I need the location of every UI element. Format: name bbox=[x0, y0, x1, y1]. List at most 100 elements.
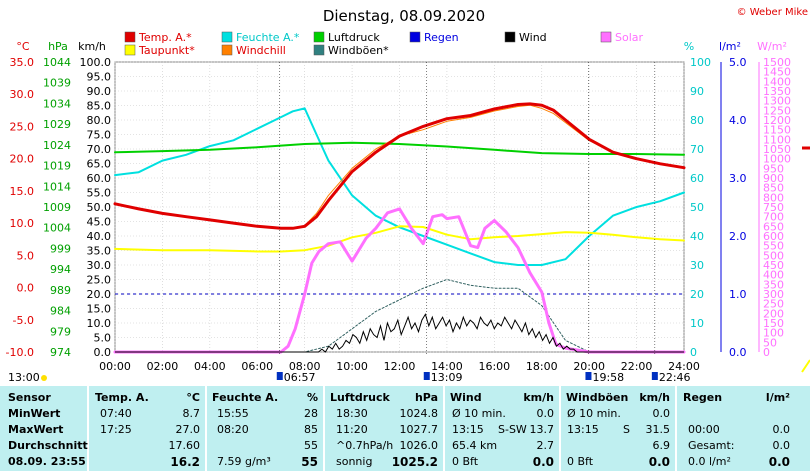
table-cell: 0.0 bbox=[772, 423, 791, 436]
temp-tick: 0.0 bbox=[17, 282, 35, 295]
solar-tick: 1150 bbox=[763, 124, 791, 137]
sun-marker-label: 13:09 bbox=[431, 371, 463, 384]
table-cell: 0.0 bbox=[768, 455, 790, 469]
pressure-tick: 989 bbox=[50, 284, 71, 297]
x-tick: 18:00 bbox=[526, 360, 558, 373]
solar-tick: 900 bbox=[763, 172, 784, 185]
legend-label: Regen bbox=[424, 31, 459, 44]
legend: Temp. A.* Feuchte A.* Luftdruck Regen Wind So… bbox=[124, 31, 644, 57]
wind-tick: 25.0 bbox=[87, 274, 112, 287]
table-cell: 08:20 bbox=[217, 423, 249, 436]
rain-tick: 1.0 bbox=[729, 288, 747, 301]
sun-marker-icon bbox=[423, 372, 430, 380]
wind-tick: 10.0 bbox=[87, 317, 112, 330]
table-cell: Windböen bbox=[566, 391, 629, 404]
table-cell: sonnig bbox=[336, 455, 373, 468]
table-cell: MaxWert bbox=[8, 423, 64, 436]
table-cell: Regen bbox=[683, 391, 723, 404]
weather-chart: Dienstag, 08.09.2020 © Weber Mike Temp. … bbox=[6, 7, 810, 384]
col-sep bbox=[87, 386, 89, 471]
table-cell: 0.0 bbox=[652, 407, 671, 420]
table-cell: 00:00 bbox=[688, 423, 720, 436]
table-cell: 55 bbox=[301, 455, 318, 469]
table-cell: 18:30 bbox=[336, 407, 368, 420]
humidity-tick: 0 bbox=[690, 346, 697, 359]
solar-tick: 1050 bbox=[763, 143, 791, 156]
solar-tick: 150 bbox=[763, 317, 784, 330]
legend-label: Taupunkt* bbox=[138, 44, 195, 57]
table-cell: 07:40 bbox=[100, 407, 132, 420]
sun-marker-icon bbox=[585, 372, 592, 380]
x-tick: 00:00 bbox=[99, 360, 131, 373]
solar-tick: 500 bbox=[763, 249, 784, 262]
wind-tick: 40.0 bbox=[87, 230, 112, 243]
table-cell: S-SW bbox=[498, 423, 527, 436]
x-tick: 10:00 bbox=[336, 360, 368, 373]
series-line-5 bbox=[113, 207, 686, 354]
table-cell: 55 bbox=[304, 439, 318, 452]
solar-tick: 650 bbox=[763, 220, 784, 233]
solar-tick: 250 bbox=[763, 298, 784, 311]
legend-label: Windchill bbox=[236, 44, 286, 57]
col-sep bbox=[205, 386, 207, 471]
solar-tick: 1500 bbox=[763, 56, 791, 69]
humidity-tick: 50 bbox=[690, 201, 704, 214]
pressure-tick: 1039 bbox=[43, 77, 71, 90]
pressure-tick: 1019 bbox=[43, 160, 71, 173]
legend-swatch bbox=[221, 31, 233, 43]
table-cell: 1024.8 bbox=[399, 407, 439, 420]
solar-tick: 1450 bbox=[763, 66, 791, 79]
rain-tick: 4.0 bbox=[729, 114, 747, 127]
sun-icon bbox=[41, 375, 47, 381]
sun-marker-label: 19:58 bbox=[592, 371, 624, 384]
legend-swatch bbox=[409, 31, 421, 43]
wind-tick: 95.0 bbox=[87, 71, 112, 84]
table-cell: 1026.0 bbox=[399, 439, 439, 452]
pressure-tick: 1009 bbox=[43, 201, 71, 214]
table-cell: 7.59 g/m³ bbox=[217, 455, 271, 468]
table-cell: 0.0 bbox=[772, 439, 791, 452]
table-cell: % bbox=[306, 391, 318, 404]
right-edge-temp-stub bbox=[801, 146, 810, 373]
wind-tick: 55.0 bbox=[87, 187, 112, 200]
humidity-tick: 70 bbox=[690, 143, 704, 156]
x-tick: 14:00 bbox=[431, 360, 463, 373]
table-cell: 13:15 bbox=[452, 423, 484, 436]
solar-tick: 1000 bbox=[763, 153, 791, 166]
solar-unit-label: W/m² bbox=[757, 40, 787, 53]
table-cell: l/m² bbox=[765, 391, 790, 404]
pressure-tick: 1014 bbox=[43, 180, 71, 193]
temp-tick: -5.0 bbox=[13, 314, 34, 327]
table-cell: °C bbox=[186, 391, 200, 404]
solar-tick: 800 bbox=[763, 191, 784, 204]
humidity-tick: 90 bbox=[690, 85, 704, 98]
col-sep bbox=[443, 386, 445, 471]
col-sep bbox=[323, 386, 325, 471]
table-cell: 0 Bft bbox=[567, 455, 594, 468]
x-tick: 20:00 bbox=[573, 360, 605, 373]
rain-tick: 5.0 bbox=[729, 56, 747, 69]
pressure-tick: 1044 bbox=[43, 56, 71, 69]
legend-swatch bbox=[600, 31, 612, 43]
solar-tick: 1250 bbox=[763, 104, 791, 117]
solar-tick: 550 bbox=[763, 240, 784, 253]
wind-tick: 90.0 bbox=[87, 85, 112, 98]
pressure-tick: 1029 bbox=[43, 118, 71, 131]
table-cell: Temp. A. bbox=[95, 391, 149, 404]
table-cell: Wind bbox=[450, 391, 482, 404]
temp-tick: 10.0 bbox=[10, 217, 35, 230]
pressure-tick: 1024 bbox=[43, 139, 71, 152]
table-cell: Luftdruck bbox=[330, 391, 390, 404]
wind-tick: 20.0 bbox=[87, 288, 112, 301]
table-cell: Feuchte A. bbox=[212, 391, 279, 404]
solar-tick: 100 bbox=[763, 327, 784, 340]
pressure-tick: 994 bbox=[50, 263, 71, 276]
legend-label: Temp. A.* bbox=[138, 31, 192, 44]
table-cell: 13:15 bbox=[567, 423, 599, 436]
pressure-tick: 984 bbox=[50, 305, 71, 318]
legend-label: Feuchte A.* bbox=[236, 31, 300, 44]
table-cell: Gesamt: bbox=[688, 439, 735, 452]
sun-markers: 13:00 06:57 13:09 19:58 22:46 bbox=[8, 62, 691, 384]
table-cell: MinWert bbox=[8, 407, 61, 420]
solar-tick: 1400 bbox=[763, 75, 791, 88]
